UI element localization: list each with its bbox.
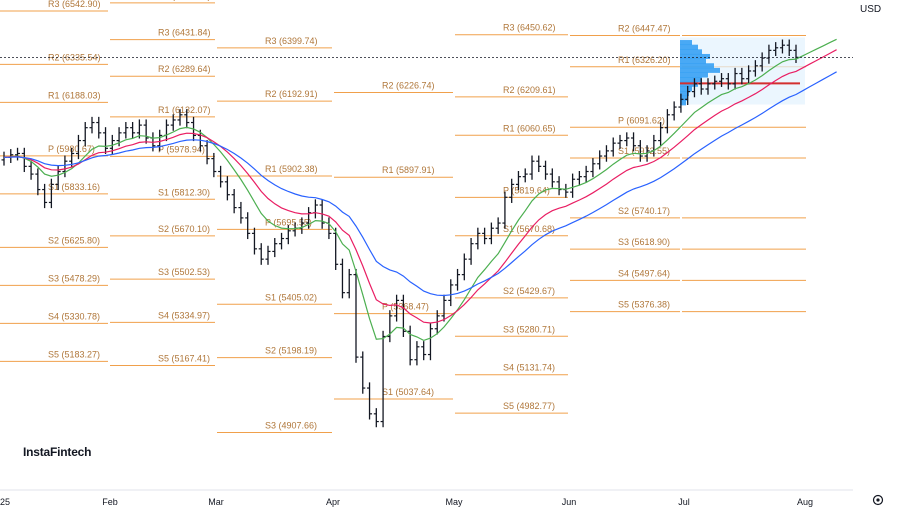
volume-profile-bar — [680, 86, 692, 92]
pivot-label: S3 (5618.90) — [618, 237, 670, 247]
currency-label[interactable]: USD — [860, 4, 882, 15]
pivot-label: S3 (5280.71) — [503, 324, 555, 334]
pivot-label: R1 (5902.38) — [265, 164, 318, 174]
pivot-label: P (5368.47) — [382, 302, 429, 312]
pivot-label: S4 (5330.78) — [48, 311, 100, 321]
pivot-label: S1 (5972.55) — [618, 146, 670, 156]
x-tick-label: Feb — [102, 497, 118, 507]
volume-profile-bar — [680, 40, 692, 46]
volume-profile-bar — [680, 44, 698, 50]
pivot-label: S3 (5478.29) — [48, 273, 100, 283]
pivot-label: R1 (6188.03) — [48, 90, 101, 100]
pivot-label: S4 (5334.97) — [158, 310, 210, 320]
volume-profile-bar — [680, 91, 689, 97]
volume-profile-bar — [680, 49, 702, 55]
pivot-label: R3 (6450.62) — [503, 23, 556, 33]
volume-profile-bar — [680, 67, 720, 73]
pivot-label: S3 (4907.66) — [265, 420, 317, 430]
pivot-label: R2 (6447.47) — [618, 24, 671, 34]
pivot-label: S2 (5625.80) — [48, 235, 100, 245]
pivot-label: R2 (6226.74) — [382, 80, 435, 90]
pivot-label: S1 (5405.02) — [265, 292, 317, 302]
pivot-label: S2 (5429.67) — [503, 286, 555, 296]
pivot-label: P (5695.55) — [265, 217, 312, 227]
pivot-label: R1 (5897.91) — [382, 165, 435, 175]
x-tick-label: Jun — [562, 497, 577, 507]
pivot-label: R1 (6326.20) — [618, 55, 671, 65]
pivot-label: R3 (6542.90) — [48, 0, 101, 9]
x-tick-label: Mar — [208, 497, 224, 507]
pivot-label: R4 (6574.05) — [158, 0, 211, 1]
pivot-label: S3 (5502.53) — [158, 267, 210, 277]
pivot-label: S1 (5037.64) — [382, 387, 434, 397]
x-tick-label: May — [445, 497, 463, 507]
pivot-label: R2 (6289.64) — [158, 64, 211, 74]
price-axis-panel[interactable] — [853, 0, 900, 510]
pivot-label: R1 (6132.07) — [158, 105, 211, 115]
volume-profile-bar — [680, 63, 714, 69]
pivot-label: P (5819.64) — [503, 185, 550, 195]
ema-slow-line — [3, 71, 837, 297]
volume-profile-bar — [680, 100, 686, 106]
pivot-label: R2 (6335.54) — [48, 52, 101, 62]
pivot-label: P (5978.94) — [158, 144, 205, 154]
pivot-label: S5 (5167.41) — [158, 354, 210, 364]
volume-profile-bar — [680, 95, 687, 101]
ema-fast-line — [3, 38, 837, 342]
volume-profile-bar — [680, 77, 702, 83]
settings-icon[interactable] — [872, 494, 884, 506]
watermark-text: InstaFintech — [23, 445, 92, 459]
volume-profile-bar — [680, 58, 706, 64]
pivot-label: S1 (5670.68) — [503, 224, 555, 234]
pivot-label: S5 (4982.77) — [503, 401, 555, 411]
x-tick-label: Apr — [326, 497, 340, 507]
pivot-label: S5 (5376.38) — [618, 300, 670, 310]
pivot-label: S4 (5497.64) — [618, 268, 670, 278]
pivot-label: P (6091.62) — [618, 115, 665, 125]
pivot-label: S2 (5198.19) — [265, 346, 317, 356]
pivot-label: S2 (5740.17) — [618, 206, 670, 216]
pivot-label: R3 (6431.84) — [158, 28, 211, 38]
pivot-label: S2 (5670.10) — [158, 224, 210, 234]
x-tick-label: 25 — [0, 497, 10, 507]
x-tick-label: Aug — [797, 497, 813, 507]
pivot-label: S1 (5812.30) — [158, 187, 210, 197]
pivot-label: R2 (6209.61) — [503, 85, 556, 95]
volume-profile-bar — [680, 53, 710, 59]
x-tick-label: Jul — [678, 497, 690, 507]
pivot-label: R3 (6399.74) — [265, 36, 318, 46]
pivot-label: S4 (5131.74) — [503, 363, 555, 373]
watermark-logo: InstaFintech — [14, 436, 122, 470]
pivot-label: S1 (5833.16) — [48, 182, 100, 192]
pivot-label: R1 (6060.65) — [503, 123, 556, 133]
pivot-label: R2 (6192.91) — [265, 89, 318, 99]
pivot-label: S5 (5183.27) — [48, 349, 100, 359]
ema-mid-line — [3, 49, 837, 324]
volume-profile-bar — [680, 72, 708, 78]
